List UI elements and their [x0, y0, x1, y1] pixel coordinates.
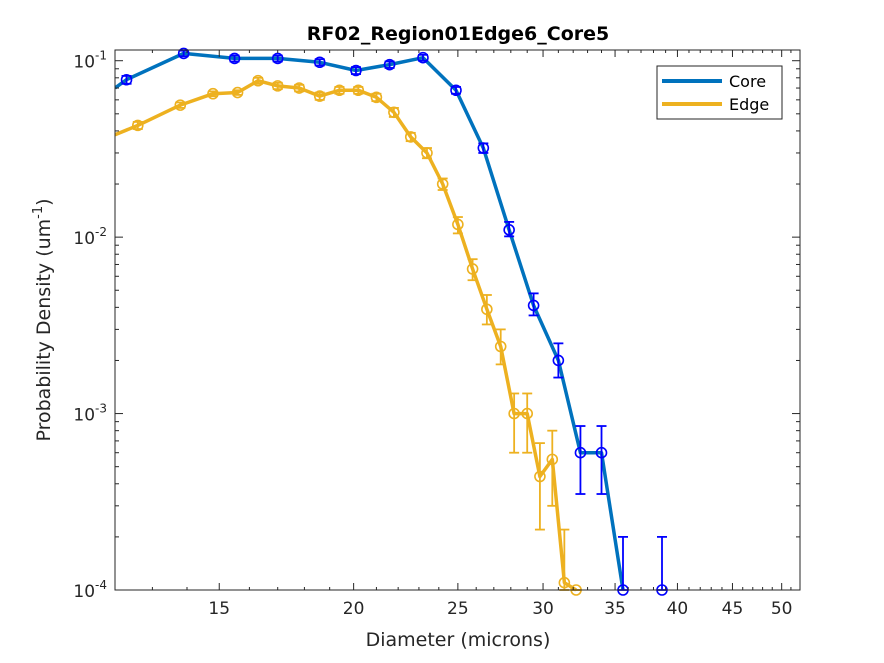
y-tick-label: 10-2: [73, 225, 107, 249]
y-tick-base: 10: [73, 582, 95, 602]
series-layer: [115, 47, 668, 596]
y-axis-label-main: Probability Density (um: [33, 219, 55, 442]
data-point-edge: [252, 74, 264, 87]
y-axis-label-end: ): [33, 198, 55, 205]
error-bar-edge: [509, 392, 520, 454]
error-bar-edge: [207, 90, 218, 98]
x-tick-label: 25: [447, 599, 469, 619]
data-point-edge: [452, 218, 464, 231]
data-point-core: [177, 47, 190, 60]
y-tick-label: 10-4: [73, 578, 107, 602]
series-edge: [115, 74, 582, 596]
data-point-core: [552, 354, 565, 367]
x-tick-label: 40: [667, 599, 689, 619]
data-point-edge: [293, 82, 305, 94]
data-point-edge: [494, 340, 507, 353]
data-point-edge: [436, 178, 449, 190]
y-tick-label: 10-1: [73, 49, 107, 73]
data-point-edge: [207, 87, 219, 100]
data-point-edge: [313, 90, 326, 102]
data-point-core: [271, 52, 284, 65]
data-point-core: [477, 142, 490, 154]
data-point-edge: [271, 80, 284, 92]
y-tick-base: 10: [73, 406, 95, 426]
data-point-edge: [466, 263, 479, 275]
x-tick-label: 35: [604, 599, 626, 619]
legend-label-core: Core: [729, 72, 766, 91]
data-point-edge: [534, 470, 546, 483]
data-point-edge: [404, 131, 417, 143]
x-tick-label: 50: [771, 599, 793, 619]
data-point-edge: [333, 84, 346, 97]
error-bar-core: [553, 342, 564, 379]
data-point-edge: [352, 84, 365, 97]
legend: Core Edge: [656, 65, 783, 120]
data-point-core: [120, 73, 133, 86]
x-tick-label: 15: [208, 599, 230, 619]
legend-box: [656, 65, 783, 120]
data-point-core: [527, 299, 540, 312]
error-bar-edge: [232, 89, 243, 96]
data-point-core: [417, 51, 429, 64]
y-tick-exponent: -2: [95, 225, 107, 239]
data-point-core: [503, 224, 515, 236]
y-axis-label: Probability Density (um-1): [31, 198, 55, 441]
y-tick-exponent: -4: [95, 578, 107, 592]
y-tick-label: 10-3: [73, 402, 107, 426]
data-point-edge: [388, 106, 400, 119]
data-point-core: [228, 52, 241, 65]
data-point-core: [313, 56, 326, 69]
plot-area: [115, 50, 800, 590]
x-tick-label: 45: [722, 599, 744, 619]
data-point-edge: [131, 119, 144, 132]
y-tick-base: 10: [73, 53, 95, 73]
y-axis-label-exponent: -1: [31, 206, 46, 219]
chart-title: RF02_Region01Edge6_Core5: [307, 23, 609, 45]
series-core: [115, 47, 668, 596]
data-point-edge: [481, 303, 493, 316]
error-bar-edge: [467, 258, 478, 282]
data-point-edge: [508, 407, 520, 420]
y-tick-base: 10: [73, 229, 95, 249]
data-point-edge: [558, 576, 571, 589]
data-point-edge: [231, 86, 244, 99]
error-bar-edge: [481, 294, 492, 326]
y-tick-exponent: -1: [95, 49, 107, 63]
data-point-core: [574, 446, 587, 459]
data-point-edge: [370, 91, 383, 104]
data-point-core: [350, 64, 362, 77]
error-bar-core: [528, 292, 539, 317]
error-bar-edge: [534, 442, 545, 531]
data-point-core: [383, 58, 396, 71]
y-tick-exponent: -3: [95, 402, 107, 416]
data-point-edge: [174, 99, 187, 111]
x-tick-label: 20: [343, 599, 365, 619]
error-bar-core: [596, 425, 607, 495]
x-axis-label: Diameter (microns): [366, 629, 551, 651]
data-point-core: [450, 84, 462, 97]
legend-label-edge: Edge: [729, 95, 769, 114]
data-point-edge: [421, 147, 433, 159]
error-bar-edge: [522, 392, 533, 454]
data-point-core: [595, 446, 608, 459]
error-bar-edge: [495, 328, 506, 366]
data-point-edge: [546, 453, 559, 466]
x-tick-label: 30: [532, 599, 554, 619]
error-bar-core: [575, 425, 586, 495]
data-point-edge: [521, 407, 534, 420]
error-bar-edge: [547, 429, 558, 507]
